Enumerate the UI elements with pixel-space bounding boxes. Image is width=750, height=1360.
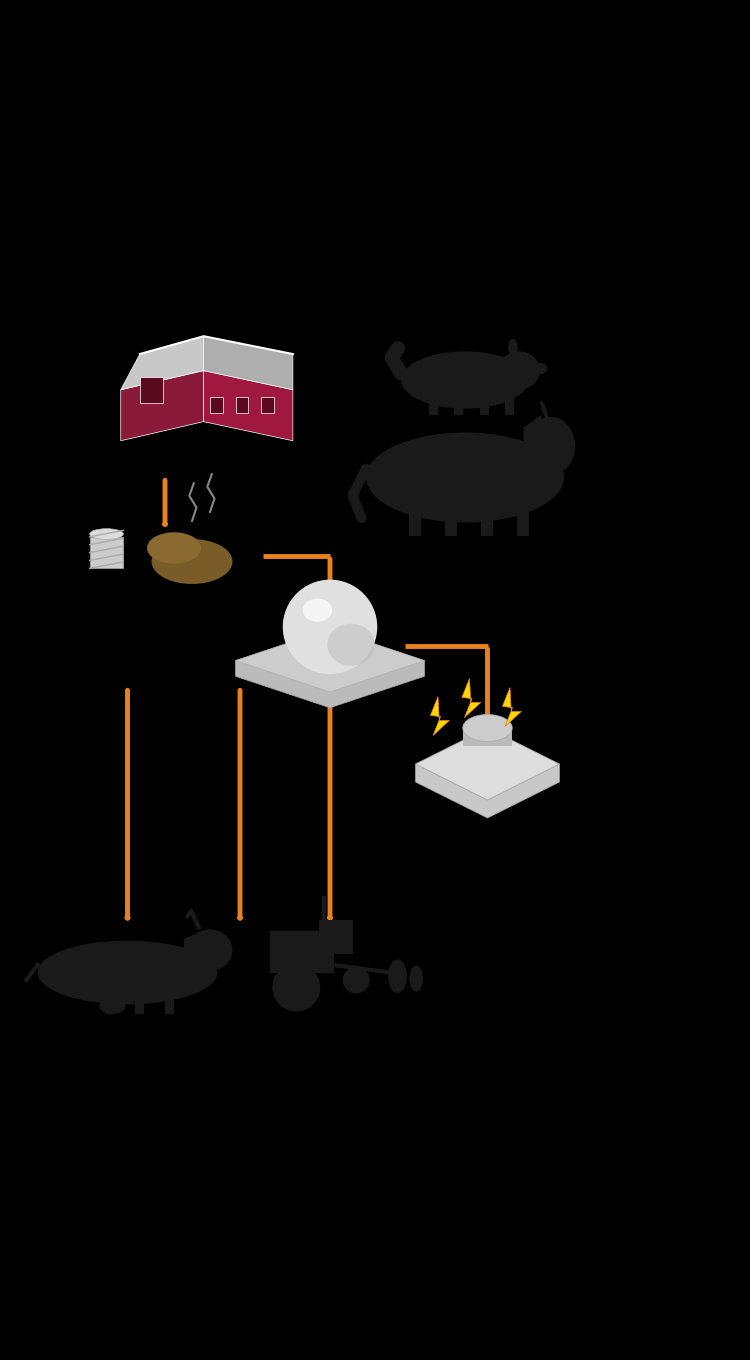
Ellipse shape (38, 941, 218, 1005)
Bar (210, 397, 223, 412)
Polygon shape (503, 688, 521, 726)
Ellipse shape (540, 401, 548, 419)
Ellipse shape (152, 539, 232, 583)
Bar (319, 919, 352, 953)
Polygon shape (524, 415, 542, 464)
Polygon shape (236, 628, 424, 692)
Bar (105, 987, 114, 1013)
Bar (506, 386, 514, 415)
Bar (261, 397, 274, 412)
Bar (463, 724, 512, 747)
Bar (165, 987, 174, 1013)
Bar (480, 386, 488, 415)
Bar (140, 377, 163, 403)
Polygon shape (121, 336, 204, 390)
Bar (446, 481, 457, 536)
Ellipse shape (508, 339, 518, 355)
Polygon shape (121, 371, 204, 441)
Ellipse shape (401, 351, 529, 409)
Circle shape (343, 967, 370, 994)
Ellipse shape (327, 624, 375, 666)
Polygon shape (204, 371, 293, 441)
Ellipse shape (147, 532, 201, 564)
Ellipse shape (410, 966, 423, 991)
Polygon shape (236, 661, 424, 707)
Ellipse shape (499, 351, 540, 389)
Bar (270, 932, 334, 972)
Polygon shape (184, 932, 203, 966)
Circle shape (272, 963, 320, 1012)
Bar (482, 481, 493, 536)
Ellipse shape (99, 998, 126, 1013)
Ellipse shape (188, 929, 232, 971)
Polygon shape (430, 696, 449, 736)
Ellipse shape (366, 432, 564, 522)
Polygon shape (462, 679, 481, 718)
Ellipse shape (533, 363, 548, 374)
Bar (236, 397, 248, 412)
Ellipse shape (303, 598, 332, 622)
Bar (135, 987, 144, 1013)
Ellipse shape (90, 529, 123, 540)
Bar (90, 537, 124, 568)
Bar (410, 481, 421, 536)
Ellipse shape (526, 416, 575, 475)
Bar (429, 386, 437, 415)
Polygon shape (204, 336, 293, 390)
Bar (454, 386, 463, 415)
Polygon shape (416, 764, 560, 817)
Polygon shape (416, 728, 560, 800)
Ellipse shape (283, 579, 377, 675)
Ellipse shape (388, 959, 406, 993)
Ellipse shape (463, 714, 512, 741)
Bar (518, 481, 529, 536)
